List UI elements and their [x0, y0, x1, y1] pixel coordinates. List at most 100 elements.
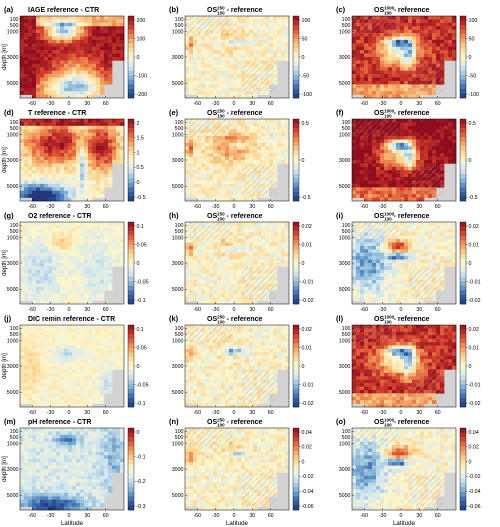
y-tick-label: 1000 [7, 29, 19, 35]
heatmap-cell [408, 149, 413, 154]
heatmap-cell [444, 139, 449, 144]
heatmap-cell [68, 19, 73, 24]
heatmap-cell [217, 53, 222, 58]
heatmap-cell [92, 136, 97, 140]
heatmap-cell [221, 39, 226, 44]
colorbar-step [128, 20, 134, 26]
heatmap-cell [396, 74, 401, 78]
heatmap-cell [213, 156, 218, 161]
heatmap-cell [120, 132, 125, 137]
heatmap-cell [32, 136, 37, 140]
heatmap-cell [209, 170, 214, 174]
heatmap-cell [221, 156, 226, 161]
heatmap-cell [96, 43, 101, 48]
heatmap-cell [92, 74, 97, 78]
heatmap-cell [257, 57, 262, 61]
colorbar-frame [127, 118, 135, 202]
panel-label: (e) [169, 108, 179, 117]
heatmap-cell [380, 53, 385, 58]
heatmap-cell [221, 142, 226, 147]
heatmap-cell [104, 249, 109, 254]
heatmap-cell [225, 43, 230, 48]
heatmap-cell [416, 197, 421, 202]
heatmap-cell [68, 293, 73, 298]
heatmap-cell [52, 36, 57, 41]
heatmap-cell [273, 149, 278, 154]
heatmap-cell [189, 146, 194, 151]
heatmap-cell [408, 142, 413, 147]
heatmap-cell [420, 153, 425, 157]
heatmap-cell [44, 259, 49, 264]
heatmap-cell [416, 94, 421, 99]
heatmap-cell [24, 22, 29, 27]
heatmap-cell [237, 225, 242, 230]
heatmap-cell [72, 232, 77, 236]
heatmap-cell [281, 122, 286, 127]
heatmap-cell [237, 77, 242, 82]
heatmap-cell [84, 132, 89, 137]
heatmap-cell [185, 80, 190, 85]
heatmap-cell [265, 156, 270, 161]
heatmap-cell [201, 57, 206, 61]
heatmap-cell [213, 60, 218, 65]
heatmap-cell [193, 43, 198, 48]
heatmap-cell [360, 36, 365, 41]
heatmap-cell [52, 190, 57, 195]
heatmap-cell [72, 156, 77, 161]
heatmap-cell [68, 245, 73, 250]
heatmap-cell [189, 149, 194, 154]
heatmap-cell [237, 80, 242, 85]
heatmap-cell [84, 67, 89, 71]
heatmap-cell [269, 263, 274, 267]
heatmap-cell [416, 129, 421, 133]
heatmap-cell [193, 252, 198, 257]
heatmap-cell [257, 156, 262, 161]
heatmap-cell [444, 129, 449, 133]
heatmap-cell [96, 29, 101, 34]
heatmap-cell [396, 33, 401, 37]
heatmap-cell [40, 67, 45, 71]
heatmap-cell [24, 180, 29, 185]
heatmap-cell [233, 57, 238, 61]
heatmap-cell [40, 280, 45, 284]
heatmap-cell [237, 39, 242, 44]
heatmap-cell [245, 225, 250, 230]
heatmap-cell [269, 46, 274, 51]
heatmap-cell [404, 94, 409, 99]
heatmap-cell [352, 177, 357, 181]
heatmap-cell [76, 235, 81, 240]
heatmap-cell [384, 183, 389, 188]
colorbar-step [460, 47, 466, 53]
heatmap-cell [257, 249, 262, 254]
heatmap-cell [40, 252, 45, 257]
heatmap-cell [368, 173, 373, 178]
heatmap-cell [432, 26, 437, 30]
heatmap-cell [20, 273, 25, 277]
heatmap-cell [40, 300, 45, 305]
heatmap-cell [60, 180, 65, 185]
heatmap-cell [120, 142, 125, 147]
heatmap-cell [229, 190, 234, 195]
heatmap-cell [404, 74, 409, 78]
heatmap-cell [96, 239, 101, 243]
colorbar-step [293, 16, 299, 21]
heatmap-cell [205, 194, 210, 198]
heatmap-cell [360, 70, 365, 75]
heatmap-cell [376, 63, 381, 68]
heatmap-cell [120, 16, 125, 20]
heatmap-cell [193, 156, 198, 161]
heatmap-cell [68, 149, 73, 154]
heatmap-cell [108, 166, 113, 171]
heatmap-cell [80, 239, 85, 243]
heatmap-cell [64, 197, 69, 202]
heatmap-cell [201, 39, 206, 44]
heatmap-cell [108, 163, 113, 168]
heatmap-cell [28, 60, 33, 65]
heatmap-cell [209, 276, 214, 281]
heatmap-cell [108, 266, 113, 271]
colorbar-step [293, 164, 299, 170]
heatmap-cell [96, 125, 101, 130]
heatmap-cell [76, 50, 81, 54]
heatmap-cell [104, 269, 109, 274]
heatmap-cell [56, 142, 61, 147]
